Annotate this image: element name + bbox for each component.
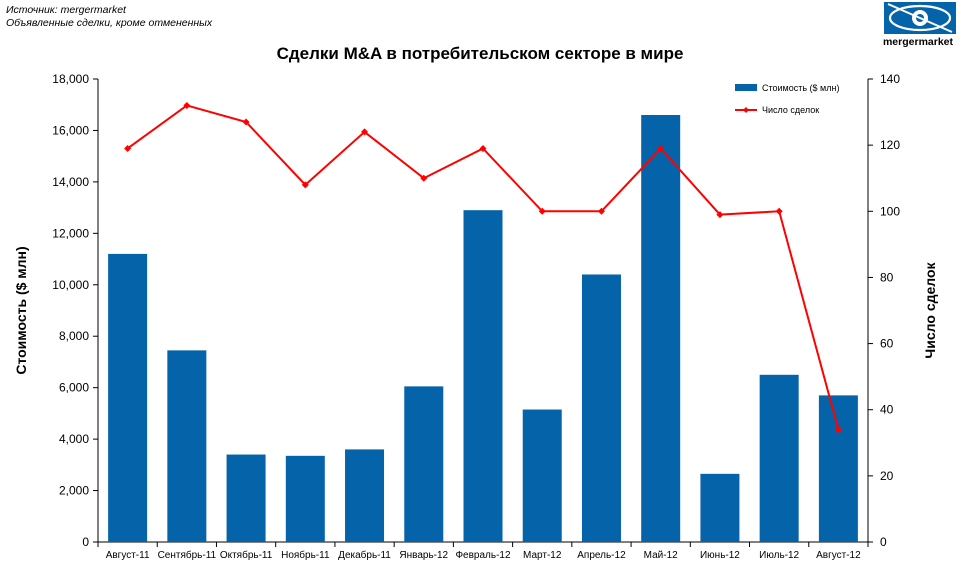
x-tick-label: Октябрь-11 xyxy=(220,549,273,561)
legend-marker-line xyxy=(743,107,749,113)
bar xyxy=(759,374,799,542)
x-tick-label: Ноябрь-11 xyxy=(281,549,330,561)
y-tick-label: 14,000 xyxy=(52,175,89,189)
y-tick-label: 0 xyxy=(82,535,89,549)
logo-text: mergermarket xyxy=(882,36,954,48)
y2-tick-label: 120 xyxy=(880,138,900,152)
bar xyxy=(404,386,444,542)
line-point xyxy=(361,128,369,136)
line-point xyxy=(479,144,487,152)
line-point xyxy=(834,426,842,434)
bar xyxy=(108,253,148,542)
bar xyxy=(226,454,266,542)
y-tick-label: 18,000 xyxy=(52,72,89,86)
line-point xyxy=(183,101,191,109)
y-tick-label: 8,000 xyxy=(59,329,89,343)
bar xyxy=(641,115,681,542)
y-tick-label: 2,000 xyxy=(59,484,89,498)
y-tick-label: 6,000 xyxy=(59,381,89,395)
bar xyxy=(463,210,503,542)
legend-swatch-bar xyxy=(735,84,757,91)
x-tick-label: Март-12 xyxy=(523,550,562,561)
bar xyxy=(167,350,207,542)
y2-tick-label: 40 xyxy=(880,403,894,417)
y-tick-label: 10,000 xyxy=(52,278,89,292)
line-point xyxy=(124,144,132,152)
line-point xyxy=(538,207,546,215)
y-tick-label: 12,000 xyxy=(52,226,89,240)
bar xyxy=(345,449,385,542)
x-tick-label: Апрель-12 xyxy=(577,550,626,561)
legend-label-bar: Стоимость ($ млн) xyxy=(762,83,839,93)
y2-tick-label: 0 xyxy=(880,535,887,549)
y2-axis-title: Число сделок xyxy=(922,261,938,358)
bar xyxy=(700,473,740,542)
bar xyxy=(285,455,325,542)
line-point xyxy=(242,118,250,126)
bar xyxy=(522,409,562,542)
y-tick-label: 16,000 xyxy=(52,123,89,137)
x-tick-label: Декабрь-11 xyxy=(338,549,391,561)
y2-tick-label: 20 xyxy=(880,469,894,483)
mergermarket-logo-icon xyxy=(884,2,956,34)
chart-title: Сделки M&A в потребительском секторе в м… xyxy=(276,44,684,63)
line-point xyxy=(597,207,605,215)
line-point xyxy=(657,144,665,152)
source-line-1: Источник: mergermarket xyxy=(6,4,126,16)
bar xyxy=(581,274,621,542)
x-tick-label: Август-11 xyxy=(106,550,150,561)
y-axis-title: Стоимость ($ млн) xyxy=(13,246,29,374)
legend-label-line: Число сделок xyxy=(762,105,819,115)
x-tick-label: Май-12 xyxy=(644,550,678,561)
x-tick-label: Август-12 xyxy=(816,550,861,561)
x-tick-label: Июнь-12 xyxy=(700,550,740,561)
source-line-2: Объявленные сделки, кроме отмененных xyxy=(6,17,213,29)
line-point xyxy=(716,211,724,219)
line-point xyxy=(775,207,783,215)
y2-tick-label: 60 xyxy=(880,337,894,351)
y2-tick-label: 80 xyxy=(880,270,894,284)
line-point xyxy=(301,181,309,189)
source-note: Источник: mergermarket Объявленные сделк… xyxy=(6,4,212,30)
y2-tick-label: 100 xyxy=(880,204,900,218)
x-tick-label: Февраль-12 xyxy=(455,550,511,561)
x-tick-label: Январь-12 xyxy=(399,550,448,561)
y2-tick-label: 140 xyxy=(880,72,900,86)
bar xyxy=(818,395,858,542)
x-tick-label: Июль-12 xyxy=(759,550,799,561)
x-tick-label: Сентябрь-11 xyxy=(158,549,217,561)
y-tick-label: 4,000 xyxy=(59,432,89,446)
line-point xyxy=(420,174,428,182)
